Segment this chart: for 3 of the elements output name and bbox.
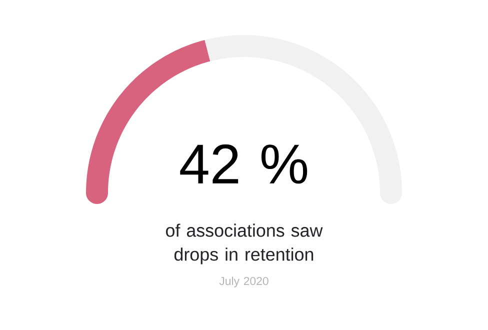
text: July 2020	[219, 276, 268, 288]
text: of associations saw drops in retention	[166, 224, 323, 264]
text: 42 %	[180, 144, 308, 184]
